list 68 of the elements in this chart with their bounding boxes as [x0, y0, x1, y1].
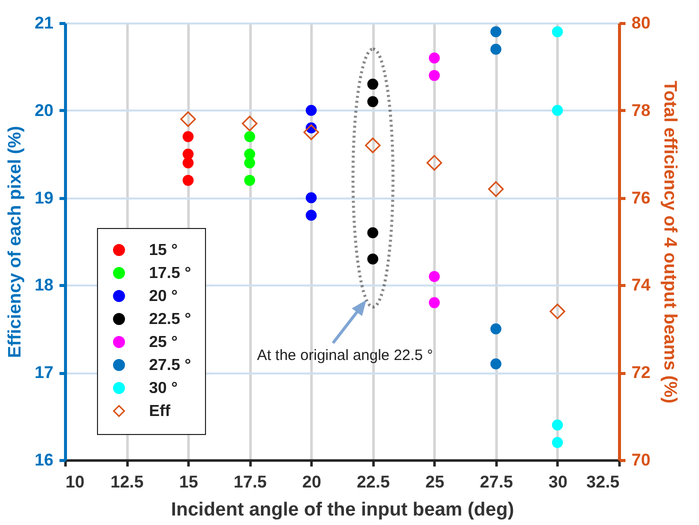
legend-label: 27.5 °	[149, 357, 191, 374]
annotation: At the original angle 22.5 °	[256, 347, 434, 364]
x-tick-label: 27.5	[480, 472, 513, 492]
legend-label: 30 °	[149, 380, 178, 397]
point	[367, 96, 378, 108]
point	[367, 227, 378, 238]
point	[490, 26, 502, 38]
point	[182, 131, 194, 142]
y-tick-label: 17	[34, 363, 54, 382]
y2-tick-label: 72	[632, 363, 650, 382]
y-axis-title: Efficiency of each pixel (%)	[4, 126, 25, 358]
point	[182, 148, 194, 160]
x-tick-label: 22.5	[356, 472, 390, 492]
point	[552, 26, 563, 38]
point	[306, 192, 317, 204]
x-tick-label: 32.5	[586, 472, 620, 492]
y-tick-label: 21	[34, 14, 54, 32]
point	[490, 323, 502, 334]
y-tick-label: 20	[34, 100, 54, 120]
y2-axis-title: Total efficiency of 4 output beams (%)	[660, 80, 680, 404]
point	[550, 304, 566, 320]
point	[306, 210, 317, 221]
y2-tick-label: 78	[632, 100, 650, 120]
point	[428, 270, 440, 282]
point	[244, 131, 256, 142]
point	[428, 52, 440, 64]
y-tick-label: 19	[34, 188, 54, 208]
x-tick-label: 25	[425, 472, 444, 492]
y2-tick-label: 80	[632, 14, 650, 32]
point	[490, 358, 502, 370]
point	[490, 44, 502, 55]
legend-label: 22.5 °	[149, 311, 191, 328]
point	[244, 148, 256, 160]
point	[552, 420, 563, 431]
x-tick-label: 30	[548, 472, 568, 492]
y2-tick-label: 70	[632, 450, 650, 470]
point	[180, 111, 196, 127]
point	[426, 155, 442, 171]
y2-tick-label: 74	[632, 276, 651, 295]
point	[303, 124, 320, 140]
x-tick-label: 15	[179, 472, 198, 492]
x-tick-label: 10	[66, 472, 84, 492]
point	[244, 157, 256, 168]
x-tick-label: 20	[302, 472, 322, 492]
point	[552, 437, 563, 448]
legend-label: 17.5 °	[149, 265, 191, 282]
y-tick-label: 18	[34, 276, 54, 295]
point	[244, 174, 256, 186]
point	[488, 181, 504, 197]
point	[306, 104, 317, 116]
legend-label: 15 °	[149, 242, 178, 259]
y-tick-label: 16	[34, 450, 54, 470]
point	[428, 70, 440, 81]
point	[367, 253, 378, 264]
point	[552, 104, 563, 116]
point	[182, 174, 194, 186]
x-axis-title: Incident angle of the input beam (deg)	[170, 500, 514, 520]
x-tick-label: 12.5	[110, 472, 144, 492]
x-tick-label: 17.5	[234, 472, 267, 492]
point	[428, 297, 440, 308]
point	[364, 138, 381, 154]
legend-label: Eff	[149, 403, 171, 420]
point	[182, 157, 194, 168]
y2-tick-label: 76	[632, 188, 650, 208]
legend-label: 20 °	[149, 288, 178, 305]
point	[242, 116, 258, 132]
legend-label: 25 °	[149, 334, 178, 351]
point	[367, 78, 378, 90]
